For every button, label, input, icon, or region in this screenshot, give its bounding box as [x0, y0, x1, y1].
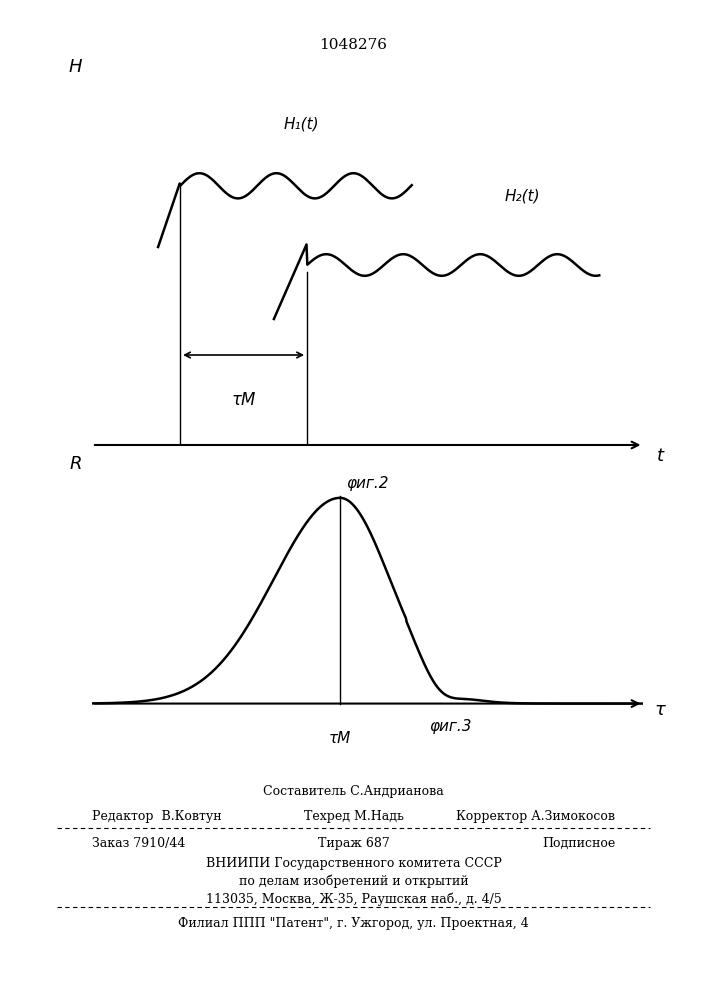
- Text: 1048276: 1048276: [320, 38, 387, 52]
- Text: H₂(t): H₂(t): [504, 188, 540, 203]
- Text: τ: τ: [655, 701, 665, 719]
- Text: 113035, Москва, Ж-35, Раушская наб., д. 4/5: 113035, Москва, Ж-35, Раушская наб., д. …: [206, 893, 501, 906]
- Text: Техред М.Надь: Техред М.Надь: [303, 810, 404, 823]
- Text: Корректор А.Зимокосов: Корректор А.Зимокосов: [456, 810, 615, 823]
- Text: Тираж 687: Тираж 687: [317, 837, 390, 850]
- Text: Подписное: Подписное: [542, 837, 615, 850]
- Text: Редактор  В.Ковтун: Редактор В.Ковтун: [92, 810, 221, 823]
- Text: φиг.2: φиг.2: [346, 476, 389, 491]
- Text: по делам изобретений и открытий: по делам изобретений и открытий: [239, 875, 468, 888]
- Text: τМ: τМ: [329, 731, 351, 746]
- Text: t: t: [656, 447, 663, 465]
- Text: Составитель С.Андрианова: Составитель С.Андрианова: [263, 785, 444, 798]
- Text: φиг.3: φиг.3: [429, 719, 472, 734]
- Text: Филиал ППП "Патент", г. Ужгород, ул. Проектная, 4: Филиал ППП "Патент", г. Ужгород, ул. Про…: [178, 917, 529, 930]
- Text: τМ: τМ: [231, 391, 256, 409]
- Text: R: R: [69, 455, 81, 473]
- Text: Заказ 7910/44: Заказ 7910/44: [92, 837, 185, 850]
- Text: H: H: [69, 58, 82, 76]
- Text: H₁(t): H₁(t): [284, 116, 320, 131]
- Text: ВНИИПИ Государственного комитета СССР: ВНИИПИ Государственного комитета СССР: [206, 857, 501, 870]
